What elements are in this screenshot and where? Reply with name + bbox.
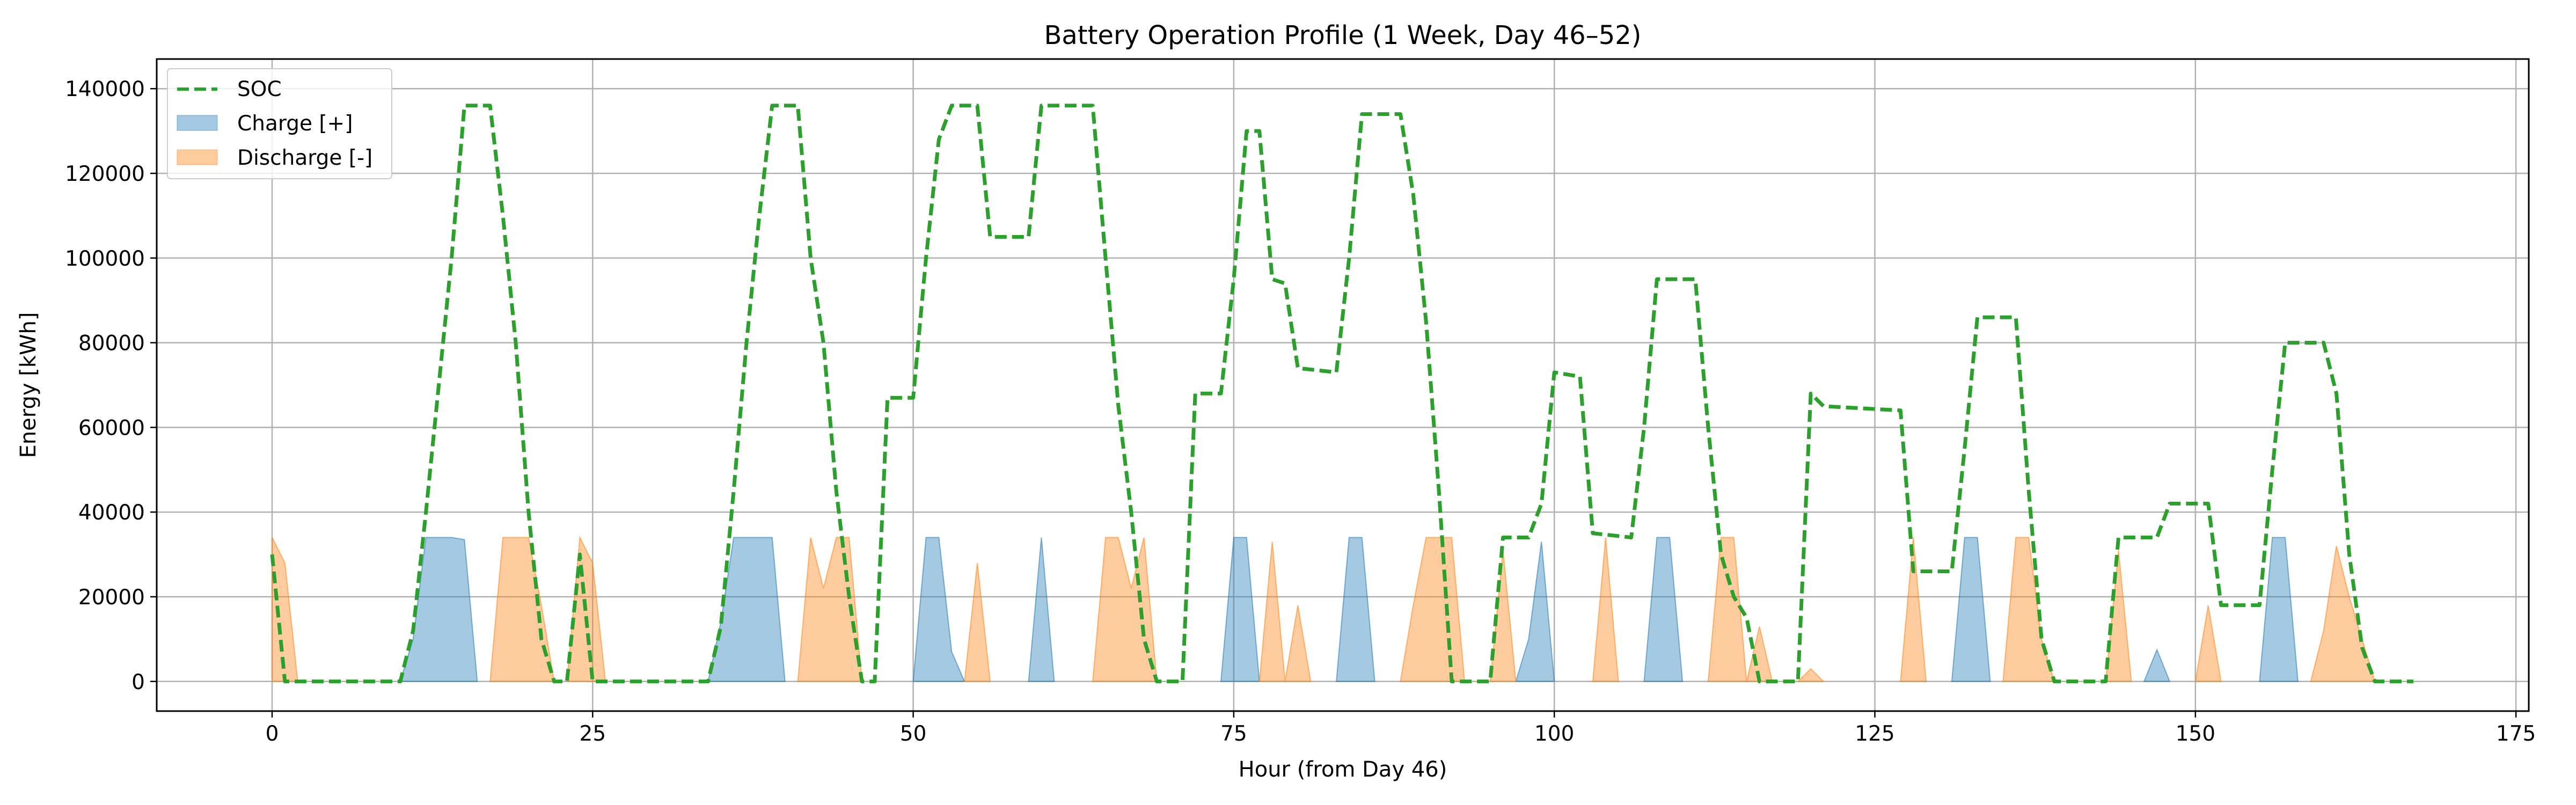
discharge-area (1258, 541, 1312, 682)
discharge-area (1592, 537, 1619, 682)
charge-area (399, 537, 478, 682)
discharge-area (1796, 668, 1825, 682)
y-tick-label: 20000 (78, 586, 145, 610)
discharge-area (1900, 537, 1927, 682)
y-tick-label: 140000 (65, 77, 145, 101)
discharge-area (964, 562, 991, 682)
legend-soc-label: SOC (237, 77, 282, 101)
x-axis-label: Hour (from Day 46) (1239, 757, 1447, 782)
y-tick-label: 60000 (78, 416, 145, 440)
legend-discharge-label: Discharge [-] (237, 146, 372, 170)
charge-area (1951, 537, 1991, 682)
x-tick-label: 100 (1534, 722, 1574, 746)
soc-line (270, 104, 2413, 684)
discharge-area (2194, 605, 2222, 682)
charge-area (1515, 541, 1555, 682)
x-tick-label: 125 (1855, 722, 1894, 746)
legend-charge-swatch (177, 115, 218, 131)
chart-title: Battery Operation Profile (1 Week, Day 4… (1044, 20, 1641, 50)
charge-area (1220, 537, 1260, 682)
line-layer (270, 104, 2413, 684)
legend-box (167, 68, 392, 179)
x-tick-label: 75 (1220, 722, 1247, 746)
y-tick-label: 80000 (78, 332, 145, 356)
y-tick-label: 40000 (78, 501, 145, 525)
x-tick-label: 150 (2176, 722, 2215, 746)
plot-frame (156, 58, 2530, 712)
x-tick-label: 50 (900, 722, 927, 746)
charge-area (2259, 537, 2299, 682)
tick-layer: 0 25 50 75 100 125 150 175 0 20000 40000 60000 80000… (65, 77, 2536, 746)
y-tick-label: 120000 (65, 162, 145, 186)
legend-charge-label: Charge [+] (237, 112, 353, 136)
y-axis-label: Energy [kWh] (16, 312, 41, 458)
x-tick-label: 25 (580, 722, 606, 746)
charge-area (1028, 537, 1055, 682)
x-tick-label: 0 (266, 722, 279, 746)
y-tick-label: 100000 (65, 247, 145, 271)
legend: SOC Charge [+] Discharge [-] (167, 68, 392, 179)
y-tick-label: 0 (131, 670, 145, 694)
charge-area (1643, 537, 1684, 682)
x-tick-label: 175 (2496, 722, 2536, 746)
charge-area (912, 537, 965, 682)
legend-discharge-swatch (177, 149, 218, 165)
charge-area (2143, 648, 2171, 682)
charge-area (1336, 537, 1375, 682)
